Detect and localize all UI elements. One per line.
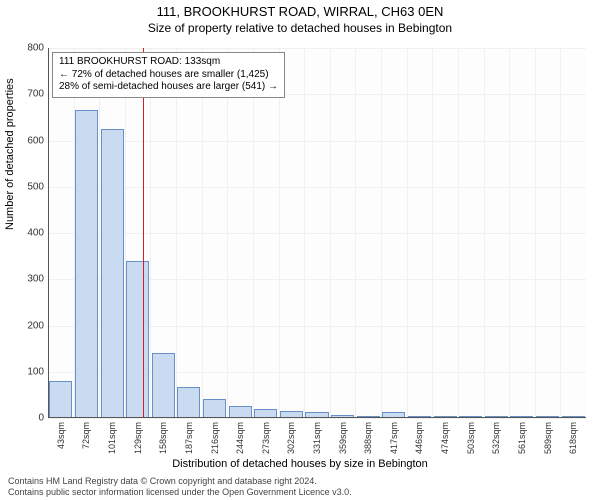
footer: Contains HM Land Registry data © Crown c…: [8, 476, 352, 498]
x-tick: 43sqm: [56, 422, 66, 449]
bar: [75, 110, 98, 418]
gridline-h: [48, 141, 586, 142]
x-tick: 561sqm: [517, 422, 527, 454]
gridline-v: [253, 48, 254, 418]
x-tick: 474sqm: [440, 422, 450, 454]
annotation-line3: 28% of semi-detached houses are larger (…: [59, 81, 278, 94]
gridline-v: [560, 48, 561, 418]
gridline-v: [304, 48, 305, 418]
x-tick: 273sqm: [261, 422, 271, 454]
x-tick: 417sqm: [389, 422, 399, 454]
gridline-v: [509, 48, 510, 418]
y-tick: 100: [14, 366, 44, 377]
bar: [152, 353, 175, 418]
gridline-v: [407, 48, 408, 418]
x-tick: 72sqm: [81, 422, 91, 449]
gridline-h: [48, 187, 586, 188]
gridline-v: [535, 48, 536, 418]
axis-left: [48, 48, 49, 418]
x-tick: 216sqm: [210, 422, 220, 454]
x-tick: 503sqm: [466, 422, 476, 454]
x-axis-label: Distribution of detached houses by size …: [0, 458, 600, 470]
gridline-v: [458, 48, 459, 418]
gridline-h: [48, 233, 586, 234]
chart: 111 BROOKHURST ROAD: 133sqm← 72% of deta…: [48, 48, 586, 418]
x-tick: 359sqm: [338, 422, 348, 454]
reference-line: [143, 48, 145, 418]
bar: [49, 381, 72, 418]
x-tick: 532sqm: [491, 422, 501, 454]
bar: [126, 261, 149, 418]
page-title: 111, BROOKHURST ROAD, WIRRAL, CH63 0EN: [0, 0, 600, 19]
annotation-line1: 111 BROOKHURST ROAD: 133sqm: [59, 56, 278, 69]
x-tick: 589sqm: [543, 422, 553, 454]
x-tick: 618sqm: [568, 422, 578, 454]
annotation-box: 111 BROOKHURST ROAD: 133sqm← 72% of deta…: [52, 52, 285, 98]
y-tick: 500: [14, 181, 44, 192]
y-tick: 600: [14, 135, 44, 146]
x-tick: 244sqm: [235, 422, 245, 454]
footer-line1: Contains HM Land Registry data © Crown c…: [8, 476, 352, 487]
bar: [177, 387, 200, 418]
x-tick: 129sqm: [133, 422, 143, 454]
gridline-v: [176, 48, 177, 418]
y-tick: 800: [14, 43, 44, 54]
y-axis-label: Number of detached properties: [4, 78, 16, 230]
gridline-h: [48, 48, 586, 49]
annotation-line2: ← 72% of detached houses are smaller (1,…: [59, 69, 278, 82]
gridline-v: [202, 48, 203, 418]
x-tick: 158sqm: [158, 422, 168, 454]
gridline-v: [279, 48, 280, 418]
gridline-h: [48, 418, 586, 419]
x-tick: 331sqm: [312, 422, 322, 454]
gridline-v: [484, 48, 485, 418]
y-tick: 400: [14, 228, 44, 239]
x-tick: 302sqm: [286, 422, 296, 454]
x-tick: 446sqm: [414, 422, 424, 454]
plot-area: 111 BROOKHURST ROAD: 133sqm← 72% of deta…: [48, 48, 586, 418]
y-tick: 200: [14, 320, 44, 331]
footer-line2: Contains public sector information licen…: [8, 487, 352, 498]
gridline-v: [330, 48, 331, 418]
bar: [203, 399, 226, 418]
page-subtitle: Size of property relative to detached ho…: [0, 19, 600, 35]
gridline-v: [355, 48, 356, 418]
gridline-v: [227, 48, 228, 418]
y-tick: 700: [14, 89, 44, 100]
bar: [101, 129, 124, 418]
x-tick: 388sqm: [363, 422, 373, 454]
y-tick: 0: [14, 413, 44, 424]
x-tick: 101sqm: [107, 422, 117, 454]
y-tick: 300: [14, 274, 44, 285]
x-tick: 187sqm: [184, 422, 194, 454]
gridline-v: [432, 48, 433, 418]
axis-bottom: [48, 417, 586, 418]
gridline-v: [381, 48, 382, 418]
